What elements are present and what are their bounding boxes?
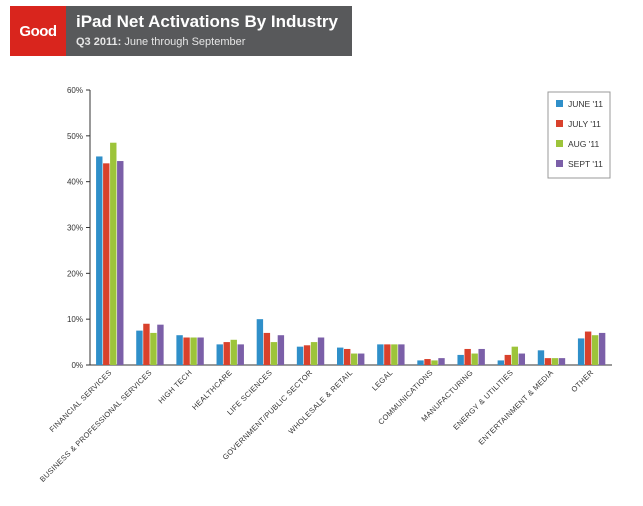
bar	[598, 332, 606, 365]
bar	[216, 344, 223, 365]
bar	[110, 142, 117, 365]
bar	[270, 342, 278, 365]
y-tick-label: 60%	[67, 86, 83, 95]
legend-label: JULY '11	[568, 119, 601, 129]
bar	[317, 337, 325, 365]
bar	[344, 348, 351, 365]
y-tick-label: 50%	[67, 132, 83, 141]
bar	[431, 360, 438, 365]
bar	[143, 323, 150, 365]
bar	[551, 358, 559, 365]
bar	[351, 353, 358, 365]
bar	[103, 163, 110, 365]
category-label: LEGAL	[370, 368, 395, 393]
subtitle-range: June through September	[121, 36, 246, 48]
bar	[391, 344, 398, 365]
legend: JUNE '11 JULY '11 AUG '11 SEPT '11	[547, 91, 611, 179]
bar	[457, 354, 464, 365]
bar	[464, 348, 471, 365]
bar	[190, 337, 197, 365]
chart-bars	[96, 142, 606, 365]
bar	[471, 353, 478, 365]
subtitle-period: Q3 2011:	[76, 36, 122, 48]
bar	[537, 350, 545, 365]
category-label: HIGH TECH	[156, 368, 193, 405]
bar	[223, 342, 230, 365]
bar	[230, 339, 237, 365]
bar	[150, 332, 157, 365]
bar	[310, 342, 318, 365]
category-label: HEALTHCARE	[190, 368, 234, 412]
bar	[438, 358, 445, 365]
legend-label: JUNE '11	[568, 99, 603, 109]
bar	[577, 338, 585, 365]
y-tick-label: 10%	[67, 315, 83, 324]
bar	[424, 359, 431, 365]
bar	[303, 345, 311, 365]
good-logo: Good	[10, 6, 66, 56]
bar	[544, 358, 552, 365]
bar	[183, 337, 190, 365]
bar	[197, 337, 204, 365]
bar	[417, 360, 424, 365]
bar	[377, 344, 384, 365]
bar	[384, 344, 391, 365]
legend-swatch	[556, 100, 563, 107]
legend-label: SEPT '11	[568, 159, 603, 169]
bar	[176, 335, 183, 365]
bar	[511, 346, 519, 365]
chart-header: Good iPad Net Activations By Industry Q3…	[10, 6, 352, 56]
bar	[157, 324, 164, 365]
bar	[478, 348, 485, 365]
bar	[96, 156, 103, 365]
y-tick-label: 20%	[67, 269, 83, 278]
bar	[591, 335, 599, 365]
category-label: ENTERTAINMENT & MEDIA	[477, 368, 556, 447]
bar	[277, 335, 285, 365]
bar	[518, 353, 526, 365]
bar	[296, 346, 304, 365]
category-label: OTHER	[569, 368, 595, 394]
bar	[136, 330, 143, 365]
bar	[398, 344, 405, 365]
bar	[504, 354, 512, 365]
y-tick-label: 30%	[67, 224, 83, 233]
bar	[263, 332, 271, 365]
legend-swatch	[556, 140, 563, 147]
bar	[117, 161, 124, 365]
chart-title: iPad Net Activations By Industry	[76, 12, 338, 31]
bar	[358, 353, 365, 365]
bar	[584, 331, 592, 365]
y-tick-label: 40%	[67, 178, 83, 187]
bar	[558, 358, 566, 365]
bar	[237, 344, 244, 365]
bar	[337, 347, 344, 365]
chart-subtitle: Q3 2011: June through September	[76, 36, 245, 48]
bar	[497, 360, 505, 365]
legend-swatch	[556, 120, 563, 127]
legend-swatch	[556, 160, 563, 167]
legend-label: AUG '11	[568, 139, 600, 149]
bar	[256, 319, 264, 365]
y-tick-label: 0%	[71, 361, 83, 370]
